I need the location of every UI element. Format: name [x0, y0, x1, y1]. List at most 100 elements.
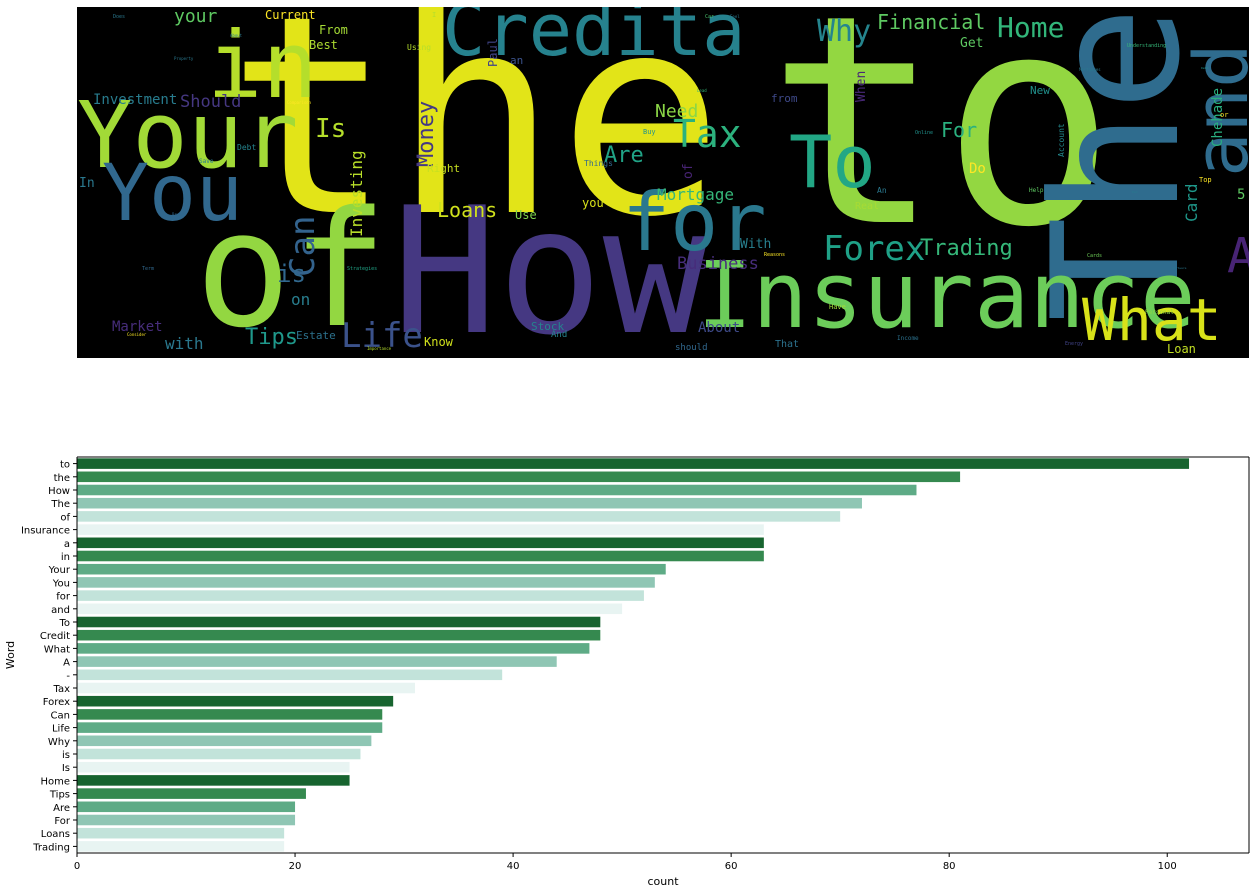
word-cloud-word: Software [1172, 266, 1187, 270]
word-cloud-word: Investing [347, 150, 366, 237]
bar [77, 550, 764, 562]
word-cloud-word: Income [897, 335, 919, 342]
y-tick-label: Tips [49, 790, 70, 801]
word-cloud-word: Credita [442, 7, 745, 72]
word-cloud-word: Tips [245, 325, 298, 350]
bar [77, 761, 350, 773]
bar-chart-canvas: to the How The of Insurance a in Your You for and To… [4, 456, 1250, 888]
word-cloud-word: Right [427, 162, 460, 175]
bar [77, 748, 361, 760]
word-cloud-word: Understanding [1127, 43, 1166, 49]
word-cloud-word: of [681, 163, 696, 179]
word-cloud-word: Consider [127, 332, 147, 337]
bar [77, 511, 841, 522]
bar [77, 814, 296, 826]
word-cloud-word: Strategies [347, 266, 377, 272]
bar [77, 682, 415, 694]
word-cloud-word: Trading [920, 236, 1013, 261]
word-cloud-word: Are [604, 143, 644, 168]
bar [77, 497, 862, 509]
y-tick-label: What [44, 644, 70, 655]
word-cloud-word: Importance [367, 346, 392, 351]
x-tick-label: 100 [1158, 861, 1177, 872]
y-tick-label: - [66, 671, 70, 682]
bar [77, 775, 350, 786]
word-cloud-word: From [319, 23, 348, 37]
word-cloud-word: Term [142, 266, 154, 272]
y-tick-label: of [60, 512, 70, 523]
bar [77, 643, 590, 654]
word-cloud-word: Comparison [287, 100, 312, 105]
y-tick-label: For [54, 816, 71, 827]
y-tick-label: Can [51, 710, 70, 721]
word-cloud-word: Does [113, 14, 125, 20]
bar [77, 471, 961, 483]
word-cloud-word: A [1227, 228, 1249, 284]
bar [77, 577, 655, 588]
y-tick-label: and [51, 605, 70, 616]
bar [77, 669, 503, 681]
bar [77, 616, 601, 628]
y-tick-label: for [56, 592, 71, 603]
word-cloud-word: Financial [877, 10, 985, 34]
word-cloud-word: Loans [437, 198, 497, 222]
word-cloud: the to How The of Insurance in Your You Credita fo… [77, 7, 1249, 358]
word-cloud-word: About [698, 320, 740, 336]
word-cloud-word: Life [341, 316, 423, 356]
word-cloud-word: You [102, 149, 243, 239]
y-tick-label: A [63, 658, 70, 669]
bar [77, 603, 623, 615]
y-tick-label: Tax [53, 684, 71, 695]
word-cloud-word: Business [677, 254, 759, 274]
word-cloud-word: Need [655, 101, 698, 122]
word-cloud-word: Can [283, 216, 323, 277]
word-cloud-word: Home [997, 11, 1064, 44]
y-tick-label: Why [48, 737, 70, 748]
word-cloud-word: An [877, 186, 887, 195]
x-tick-label: 0 [74, 861, 80, 872]
y-tick-label: How [48, 486, 70, 497]
word-cloud-word: for [622, 176, 767, 269]
word-cloud-word: Insurance [697, 242, 1196, 349]
word-cloud-word: Chehade [1210, 88, 1226, 147]
word-cloud-word: What [1082, 286, 1222, 354]
x-tick-label: 40 [507, 861, 520, 872]
y-tick-label: to [60, 460, 70, 471]
word-cloud-word: Money [414, 101, 439, 167]
word-cloud-word: Mortgage [657, 185, 734, 204]
bar [77, 484, 917, 496]
bar [77, 524, 764, 535]
word-cloud-word: Help [1029, 187, 1044, 194]
word-cloud-word: Broker [172, 212, 187, 217]
y-tick-label: in [61, 552, 70, 563]
bar [77, 695, 394, 707]
x-tick-label: 20 [289, 861, 302, 872]
word-cloud-word: from [771, 92, 798, 105]
word-cloud-word: Investment [93, 92, 177, 108]
word-cloud-word: Stock [531, 320, 564, 333]
word-cloud-word: to [767, 7, 1116, 291]
word-cloud-word: Know [424, 335, 454, 349]
y-axis-label: Word [4, 641, 17, 669]
word-cloud-word: Top [1199, 176, 1212, 184]
bar [77, 563, 666, 575]
word-cloud-word: 5 [1237, 187, 1245, 203]
bar [77, 827, 285, 839]
word-cloud-word: Tax [673, 112, 742, 156]
word-cloud-word: The [1016, 7, 1219, 322]
word-cloud-word: New [1030, 84, 1050, 97]
word-cloud-word: Forex [823, 229, 925, 269]
word-cloud-word: Energy [1065, 341, 1083, 347]
x-tick-label: 80 [943, 861, 956, 872]
word-cloud-word: Property [174, 56, 194, 61]
word-cloud-word: Card [1182, 183, 1201, 222]
bar [77, 722, 383, 733]
y-tick-label: Is [62, 763, 70, 774]
word-cloud-word: your [174, 7, 218, 27]
word-cloud-word: I [432, 11, 436, 19]
word-cloud-word: you [582, 196, 604, 210]
word-cloud-word: Car [705, 14, 714, 20]
y-tick-label: To [58, 618, 70, 629]
word-cloud-word: Personal [1145, 309, 1174, 316]
word-cloud-word: Reasons [764, 252, 785, 258]
